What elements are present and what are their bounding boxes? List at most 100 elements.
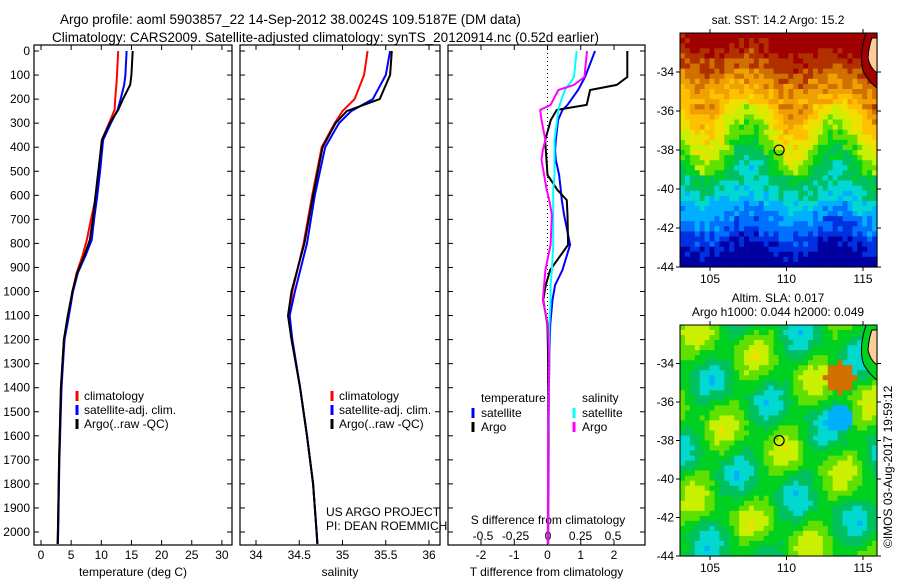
map-cell bbox=[773, 185, 780, 192]
map-cell bbox=[680, 94, 686, 100]
map-cell bbox=[778, 355, 785, 361]
map-cell bbox=[768, 370, 775, 376]
map-cell bbox=[694, 445, 701, 452]
map-cell bbox=[822, 114, 829, 121]
map-cell bbox=[808, 530, 814, 537]
map-cell bbox=[837, 360, 844, 366]
map-cell bbox=[852, 33, 858, 39]
map-cell bbox=[739, 68, 745, 75]
map-cell bbox=[704, 38, 711, 44]
map-cell bbox=[798, 535, 804, 542]
map-cell bbox=[758, 515, 765, 522]
map-cell bbox=[857, 345, 863, 351]
map-cell bbox=[734, 345, 740, 351]
map-cell bbox=[837, 256, 844, 263]
map-cell bbox=[808, 370, 814, 376]
map-cell bbox=[719, 129, 725, 136]
map-cell bbox=[793, 455, 799, 462]
map-cell bbox=[832, 395, 839, 401]
map-cell bbox=[768, 335, 775, 341]
map-cell bbox=[842, 53, 849, 59]
map-cell bbox=[758, 241, 765, 248]
map-cell bbox=[689, 155, 696, 161]
map-cell bbox=[773, 405, 780, 411]
map-cell bbox=[680, 124, 686, 131]
map-cell bbox=[867, 119, 873, 126]
map-cell bbox=[793, 500, 799, 507]
map-cell bbox=[694, 170, 701, 176]
map-cell bbox=[847, 460, 854, 467]
map-cell bbox=[758, 490, 765, 497]
map-cell bbox=[783, 475, 789, 482]
map-cell bbox=[798, 43, 804, 49]
map-cell bbox=[704, 435, 711, 442]
map-cell bbox=[753, 63, 760, 70]
map-cell bbox=[798, 540, 804, 547]
map-cell bbox=[867, 211, 873, 217]
map-cell bbox=[729, 520, 735, 527]
map-cell bbox=[749, 445, 755, 452]
map-cell bbox=[808, 415, 814, 422]
map-cell bbox=[773, 510, 780, 517]
map-cell bbox=[753, 465, 760, 472]
map-cell bbox=[753, 420, 760, 427]
map-cell bbox=[739, 390, 745, 396]
map-cell bbox=[704, 390, 711, 396]
map-cell bbox=[857, 68, 863, 75]
map-cell bbox=[808, 170, 814, 176]
map-cell bbox=[857, 241, 863, 248]
map-cell bbox=[832, 241, 839, 248]
map-cell bbox=[714, 495, 721, 502]
map-cell bbox=[808, 495, 814, 502]
map-cell bbox=[739, 33, 745, 39]
map-cell bbox=[684, 430, 691, 437]
map-cell bbox=[773, 33, 780, 39]
map-cell bbox=[724, 226, 730, 232]
map-cell bbox=[837, 216, 844, 222]
map-cell bbox=[768, 124, 775, 131]
map-cell bbox=[773, 470, 780, 477]
map-cell bbox=[862, 420, 868, 427]
map-cell bbox=[803, 195, 809, 202]
map-cell bbox=[749, 134, 755, 141]
map-cell bbox=[832, 455, 839, 462]
map-cell bbox=[680, 375, 686, 381]
map-cell bbox=[867, 525, 873, 532]
map-cell bbox=[699, 440, 706, 447]
map-cell bbox=[749, 546, 755, 552]
map-cell bbox=[749, 53, 755, 59]
map-cell bbox=[817, 405, 824, 411]
map-cell bbox=[822, 211, 829, 217]
map-cell bbox=[734, 58, 740, 65]
map-cell bbox=[749, 325, 755, 331]
map-cell bbox=[808, 500, 814, 507]
map-cell bbox=[827, 94, 834, 100]
map-cell bbox=[832, 540, 839, 547]
map-cell bbox=[724, 390, 730, 396]
map-cell bbox=[778, 515, 785, 522]
map-cell bbox=[768, 400, 775, 406]
map-cell bbox=[714, 460, 721, 467]
map-cell bbox=[704, 370, 711, 376]
map-cell bbox=[783, 505, 789, 512]
map-cell bbox=[803, 251, 809, 258]
map-cell bbox=[832, 129, 839, 136]
map-cell bbox=[852, 190, 858, 197]
map-cell bbox=[758, 415, 765, 422]
map-cell bbox=[808, 355, 814, 361]
map-cell bbox=[758, 345, 765, 351]
map-cell bbox=[768, 180, 775, 187]
map-cell bbox=[862, 546, 868, 552]
map-cell bbox=[704, 221, 711, 227]
map-cell bbox=[862, 510, 868, 517]
map-cell bbox=[808, 420, 814, 427]
map-cell bbox=[857, 440, 863, 447]
map-cell bbox=[778, 485, 785, 492]
map-cell bbox=[729, 551, 735, 557]
map-cell bbox=[857, 109, 863, 115]
map-cell bbox=[724, 206, 730, 212]
map-cell bbox=[699, 551, 706, 557]
map-cell bbox=[684, 139, 691, 146]
map-cell bbox=[813, 68, 819, 75]
map-cell bbox=[813, 345, 819, 351]
